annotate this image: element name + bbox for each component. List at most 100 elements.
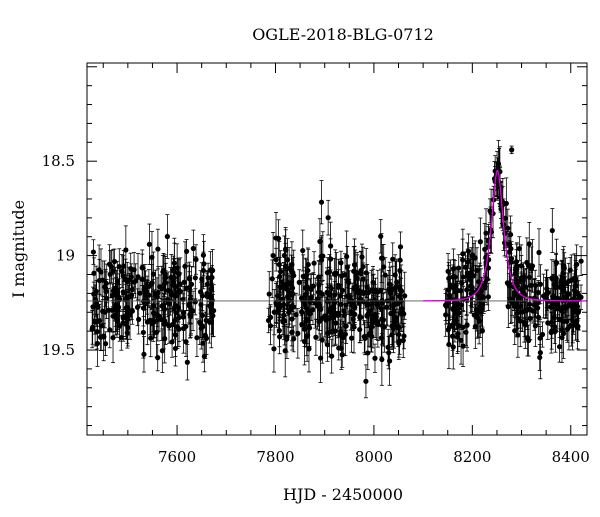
- point-marker: [505, 304, 511, 310]
- data-point: [442, 289, 449, 321]
- data-point: [479, 305, 485, 357]
- data-point: [194, 318, 200, 357]
- data-point: [473, 265, 479, 319]
- data-point: [396, 327, 403, 355]
- point-marker: [574, 325, 581, 331]
- point-marker: [369, 324, 375, 330]
- point-marker: [207, 319, 213, 325]
- data-point: [556, 330, 563, 363]
- point-marker: [344, 264, 350, 270]
- point-marker: [121, 263, 127, 269]
- data-point: [304, 317, 310, 357]
- point-marker: [364, 284, 370, 290]
- point-marker: [210, 267, 216, 274]
- data-point: [129, 269, 135, 310]
- data-point: [319, 316, 325, 364]
- data-point: [470, 253, 476, 299]
- point-marker: [360, 263, 366, 270]
- data-point: [320, 231, 326, 281]
- data-point: [460, 325, 466, 367]
- point-marker: [304, 333, 310, 340]
- point-marker: [116, 264, 122, 270]
- data-point: [333, 301, 339, 345]
- data-point: [310, 294, 316, 326]
- point-marker: [564, 318, 570, 324]
- point-marker: [146, 292, 152, 298]
- data-point: [576, 291, 582, 331]
- point-marker: [271, 346, 277, 352]
- data-point: [96, 258, 103, 302]
- data-point: [381, 301, 387, 353]
- point-marker: [464, 322, 470, 328]
- point-marker: [442, 302, 449, 308]
- data-point: [277, 293, 283, 322]
- data-point: [548, 288, 554, 327]
- point-marker: [381, 264, 387, 270]
- data-point: [356, 285, 362, 321]
- data-point: [160, 253, 167, 288]
- data-point: [329, 338, 335, 374]
- point-marker: [281, 301, 287, 308]
- point-marker: [123, 247, 129, 253]
- point-marker: [295, 330, 301, 336]
- data-point: [527, 289, 533, 319]
- data-point: [537, 264, 544, 305]
- point-marker: [128, 266, 134, 272]
- x-tick-label: 8200: [453, 448, 491, 466]
- point-marker: [129, 286, 135, 293]
- data-point: [521, 301, 527, 343]
- point-marker: [390, 256, 396, 262]
- point-marker: [115, 305, 121, 312]
- data-point: [389, 321, 395, 349]
- point-marker: [112, 285, 119, 291]
- point-marker: [265, 317, 272, 324]
- data-point: [565, 272, 571, 316]
- point-marker: [164, 233, 170, 240]
- data-point: [174, 243, 180, 293]
- point-marker: [188, 310, 194, 316]
- point-marker: [455, 331, 461, 337]
- point-marker: [284, 257, 291, 263]
- point-marker: [548, 304, 554, 310]
- point-marker: [120, 315, 126, 321]
- data-point: [155, 344, 161, 372]
- data-point: [300, 229, 306, 272]
- point-marker: [450, 266, 457, 272]
- point-marker: [459, 280, 465, 286]
- point-marker: [348, 335, 355, 341]
- data-point: [301, 317, 308, 366]
- point-marker: [91, 270, 97, 276]
- point-marker: [524, 335, 531, 341]
- point-marker: [155, 355, 161, 361]
- data-point: [204, 271, 211, 298]
- data-point: [318, 296, 324, 322]
- point-marker: [283, 247, 289, 253]
- data-point: [318, 180, 325, 225]
- data-point: [449, 315, 456, 357]
- point-marker: [565, 291, 571, 297]
- point-marker: [311, 260, 317, 266]
- data-point: [349, 282, 355, 329]
- point-marker: [574, 261, 580, 268]
- point-marker: [317, 238, 323, 245]
- point-marker: [343, 302, 349, 308]
- point-marker: [269, 276, 275, 282]
- point-marker: [310, 307, 316, 313]
- data-point: [281, 282, 287, 327]
- point-marker: [446, 275, 452, 282]
- data-point: [324, 267, 330, 318]
- point-marker: [137, 290, 143, 296]
- point-marker: [476, 318, 482, 324]
- point-marker: [550, 293, 557, 299]
- data-point: [176, 311, 182, 348]
- point-marker: [287, 280, 293, 286]
- data-point: [357, 289, 363, 344]
- point-marker: [193, 256, 199, 263]
- point-marker: [465, 248, 472, 254]
- data-point: [508, 222, 514, 275]
- point-marker: [349, 303, 355, 309]
- point-marker: [186, 302, 192, 308]
- data-point: [363, 248, 369, 298]
- point-marker: [140, 329, 146, 336]
- point-marker: [282, 348, 288, 354]
